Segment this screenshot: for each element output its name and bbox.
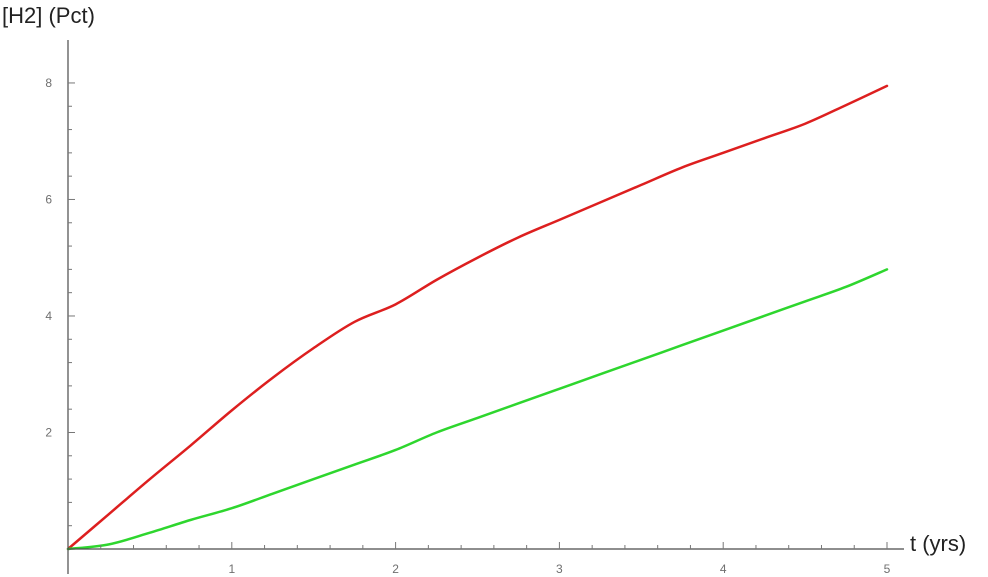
x-tick-label: 1 xyxy=(228,562,235,576)
series-layer xyxy=(66,84,889,551)
series-line-2 xyxy=(66,268,889,551)
series-line-1 xyxy=(66,84,889,551)
y-axis-title: [H2] (Pct) xyxy=(2,3,95,28)
labels-layer: 1 2 3 4 5 2 4 6 8 xyxy=(45,76,890,576)
axes-layer xyxy=(67,40,904,574)
x-tick-label: 2 xyxy=(392,562,399,576)
x-tick-label: 3 xyxy=(556,562,563,576)
y-tick-label: 8 xyxy=(45,76,52,90)
y-tick-label: 4 xyxy=(45,309,52,323)
y-tick-label: 6 xyxy=(45,192,52,206)
x-axis-title: t (yrs) xyxy=(910,531,966,556)
x-tick-label: 4 xyxy=(720,562,727,576)
x-tick-label: 5 xyxy=(884,562,891,576)
y-tick-label: 2 xyxy=(45,425,52,439)
